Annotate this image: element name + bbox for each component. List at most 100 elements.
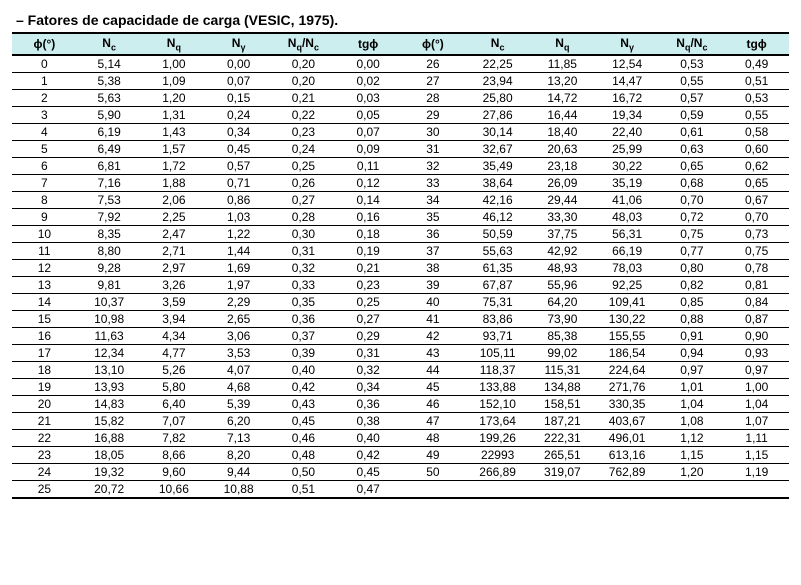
table-cell: 0,75 (724, 243, 789, 260)
table-cell: 0,27 (271, 192, 336, 209)
table-row: 1410,373,592,290,350,254075,3164,20109,4… (12, 294, 789, 311)
table-cell: 17 (12, 345, 77, 362)
bearing-capacity-table: ϕ(°)NcNqNγNq/Nctgϕϕ(°)NcNqNγNq/Nctgϕ 05,… (12, 32, 789, 499)
table-cell: 16,72 (595, 90, 660, 107)
table-cell: 0,32 (271, 260, 336, 277)
table-cell: 0,70 (660, 192, 725, 209)
table-cell: 43 (401, 345, 466, 362)
table-row: 2318,058,668,200,480,424922993265,51613,… (12, 447, 789, 464)
table-row: 05,141,000,000,200,002622,2511,8512,540,… (12, 55, 789, 73)
table-cell: 0,36 (336, 396, 401, 413)
table-cell: 92,25 (595, 277, 660, 294)
table-cell: 0,91 (660, 328, 725, 345)
table-cell: 0,34 (206, 124, 271, 141)
table-cell: 2,25 (142, 209, 207, 226)
table-cell: 75,31 (465, 294, 530, 311)
table-cell: 0,70 (724, 209, 789, 226)
table-cell: 0,12 (336, 175, 401, 192)
table-row: 35,901,310,240,220,052927,8616,4419,340,… (12, 107, 789, 124)
col-header: Nq (530, 33, 595, 55)
col-header: ϕ(°) (12, 33, 77, 55)
table-cell: 0,45 (336, 464, 401, 481)
table-cell: 224,64 (595, 362, 660, 379)
table-cell: 0,24 (206, 107, 271, 124)
table-cell: 38 (401, 260, 466, 277)
table-cell: 0,60 (724, 141, 789, 158)
table-row: 118,802,711,440,310,193755,6342,9266,190… (12, 243, 789, 260)
table-cell: 36 (401, 226, 466, 243)
table-cell: 0,09 (336, 141, 401, 158)
table-cell: 0,20 (271, 73, 336, 90)
table-cell: 40 (401, 294, 466, 311)
col-header: Nγ (595, 33, 660, 55)
table-header-row: ϕ(°)NcNqNγNq/Nctgϕϕ(°)NcNqNγNq/Nctgϕ (12, 33, 789, 55)
table-cell: 5,26 (142, 362, 207, 379)
table-cell: 2,71 (142, 243, 207, 260)
table-cell: 28 (401, 90, 466, 107)
table-cell: 27 (401, 73, 466, 90)
table-cell: 42,92 (530, 243, 595, 260)
col-header: Nq (142, 33, 207, 55)
col-header: Nq/Nc (271, 33, 336, 55)
table-cell: 15 (12, 311, 77, 328)
table-cell: 1,20 (142, 90, 207, 107)
table-cell: 9,28 (77, 260, 142, 277)
table-cell: 0,28 (271, 209, 336, 226)
table-cell: 48,93 (530, 260, 595, 277)
table-cell: 85,38 (530, 328, 595, 345)
table-cell: 1,15 (660, 447, 725, 464)
table-cell: 11,85 (530, 55, 595, 73)
table-cell: 14,47 (595, 73, 660, 90)
table-cell: 0,53 (724, 90, 789, 107)
table-cell: 130,22 (595, 311, 660, 328)
table-cell: 6,49 (77, 141, 142, 158)
table-cell: 0,19 (336, 243, 401, 260)
table-cell: 0,55 (724, 107, 789, 124)
table-cell: 0,71 (206, 175, 271, 192)
table-cell: 0,62 (724, 158, 789, 175)
table-cell: 19 (12, 379, 77, 396)
table-cell: 2,97 (142, 260, 207, 277)
table-cell: 29 (401, 107, 466, 124)
table-cell: 35 (401, 209, 466, 226)
table-cell: 0,36 (271, 311, 336, 328)
table-cell: 0,23 (271, 124, 336, 141)
table-cell: 25,80 (465, 90, 530, 107)
table-row: 1611,634,343,060,370,294293,7185,38155,5… (12, 328, 789, 345)
table-cell: 5,39 (206, 396, 271, 413)
table-row: 1510,983,942,650,360,274183,8673,90130,2… (12, 311, 789, 328)
table-cell: 18 (12, 362, 77, 379)
table-row: 66,811,720,570,250,113235,4923,1830,220,… (12, 158, 789, 175)
table-cell: 0,25 (271, 158, 336, 175)
table-cell: 8,80 (77, 243, 142, 260)
table-row: 56,491,570,450,240,093132,6720,6325,990,… (12, 141, 789, 158)
table-cell: 26 (401, 55, 466, 73)
table-cell: 11,63 (77, 328, 142, 345)
table-cell: 4 (12, 124, 77, 141)
table-cell: 1,03 (206, 209, 271, 226)
table-cell: 99,02 (530, 345, 595, 362)
table-cell: 0,85 (660, 294, 725, 311)
table-cell: 0,75 (660, 226, 725, 243)
table-cell: 1,11 (724, 430, 789, 447)
table-cell: 42 (401, 328, 466, 345)
table-cell: 4,34 (142, 328, 207, 345)
table-cell: 0,42 (271, 379, 336, 396)
table-cell: 49 (401, 447, 466, 464)
table-cell: 13,93 (77, 379, 142, 396)
table-row: 1913,935,804,680,420,3445133,88134,88271… (12, 379, 789, 396)
table-cell: 0,93 (724, 345, 789, 362)
table-cell: 109,41 (595, 294, 660, 311)
table-cell (401, 481, 466, 499)
table-cell: 0 (12, 55, 77, 73)
table-cell: 55,63 (465, 243, 530, 260)
table-cell: 265,51 (530, 447, 595, 464)
table-cell: 6,81 (77, 158, 142, 175)
table-cell: 50 (401, 464, 466, 481)
table-cell: 25 (12, 481, 77, 499)
table-row: 97,922,251,030,280,163546,1233,3048,030,… (12, 209, 789, 226)
table-cell: 0,87 (724, 311, 789, 328)
col-header: Nc (77, 33, 142, 55)
table-cell: 10 (12, 226, 77, 243)
table-cell: 45 (401, 379, 466, 396)
